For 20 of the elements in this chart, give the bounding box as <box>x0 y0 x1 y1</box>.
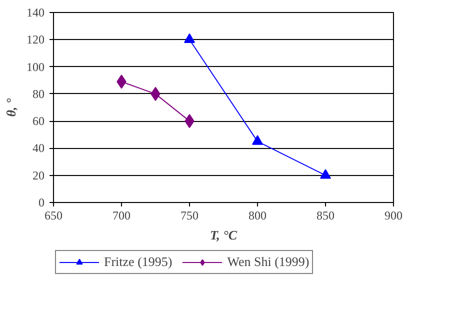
y-tick-label: 60 <box>32 114 44 128</box>
x-tick-label: 850 <box>316 208 334 222</box>
x-tick-label: 650 <box>44 208 62 222</box>
y-tick-label: 0 <box>38 196 44 210</box>
y-tick-label: 140 <box>26 6 44 20</box>
y-tick-label: 40 <box>32 141 44 156</box>
y-axis-title: θ, ° <box>4 97 18 117</box>
y-tick-label: 20 <box>32 168 44 182</box>
y-tick-label: 100 <box>26 60 44 74</box>
point <box>252 135 263 145</box>
x-axis-title: T, °C <box>210 228 238 242</box>
x-tick-label: 900 <box>384 208 402 222</box>
legend-label: Wen Shi (1999) <box>227 254 310 270</box>
x-tick-label: 700 <box>112 208 130 222</box>
x-tick-label: 800 <box>248 208 266 222</box>
y-tick-label: 80 <box>32 86 44 101</box>
x-tick-label: 750 <box>180 208 198 222</box>
point <box>320 169 331 179</box>
legend-label: Fritze (1995) <box>104 254 172 270</box>
y-tick-label: 120 <box>26 32 44 47</box>
